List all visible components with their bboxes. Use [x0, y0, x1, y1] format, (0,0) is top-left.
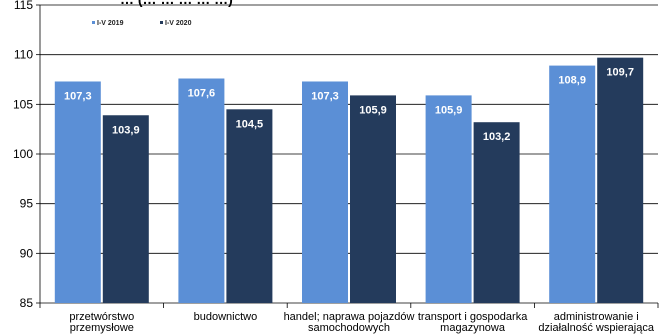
y-tick-label: 85	[20, 296, 34, 310]
bar	[102, 115, 149, 303]
y-tick-label: 105	[13, 97, 33, 111]
x-tick-label: przetwórstwo	[69, 311, 134, 323]
legend-label: I-V 2020	[165, 20, 192, 27]
x-tick-label: samochodowych	[308, 322, 390, 334]
x-tick-label: handel; naprawa pojazdów	[284, 311, 415, 323]
y-tick-label: 95	[20, 197, 34, 211]
y-tick-label: 90	[20, 246, 34, 260]
axes: 85 90 95 100 105 110 115 przetwórstwoprzemysłow…	[13, 0, 659, 334]
bar	[350, 95, 396, 303]
chart-title: … (… … … … …)	[120, 0, 233, 7]
x-tick-label: działalność wspierająca	[538, 322, 654, 334]
y-tick-label: 110	[14, 48, 33, 62]
x-tick-label: magazynowa	[440, 322, 506, 334]
bar	[597, 57, 644, 303]
data-label: 107,3	[64, 90, 92, 102]
bar	[549, 65, 596, 304]
legend: I-V 2019 I-V 2020	[92, 20, 192, 27]
x-tick-label: administrowanie i	[554, 311, 639, 323]
bar	[178, 78, 225, 303]
bar	[302, 81, 348, 303]
x-tick-label: przemysłowe	[70, 322, 134, 334]
bars: 107,3 103,9 107,6 104,5 107,3 105,9 105,9 103,2…	[54, 57, 644, 304]
data-label: 109,7	[606, 67, 634, 79]
legend-swatch	[92, 21, 95, 24]
x-tick-label: transport i gospodarka	[418, 311, 528, 323]
data-label: 107,6	[188, 88, 216, 100]
data-label: 107,3	[311, 90, 339, 102]
data-label: 103,9	[112, 124, 140, 136]
bar	[425, 95, 472, 303]
y-tick-label: 115	[14, 0, 33, 12]
legend-label: I-V 2019	[97, 20, 124, 27]
data-label: 105,9	[359, 104, 387, 116]
data-label: 104,5	[236, 118, 264, 130]
data-label: 105,9	[435, 104, 463, 116]
legend-swatch	[160, 21, 163, 24]
bar	[226, 109, 273, 303]
bar	[54, 81, 101, 303]
bar	[473, 122, 520, 303]
y-tick-label: 100	[13, 147, 33, 161]
data-label: 108,9	[558, 75, 586, 87]
data-label: 103,2	[483, 131, 511, 143]
x-tick-label: budownictwo	[194, 311, 258, 323]
